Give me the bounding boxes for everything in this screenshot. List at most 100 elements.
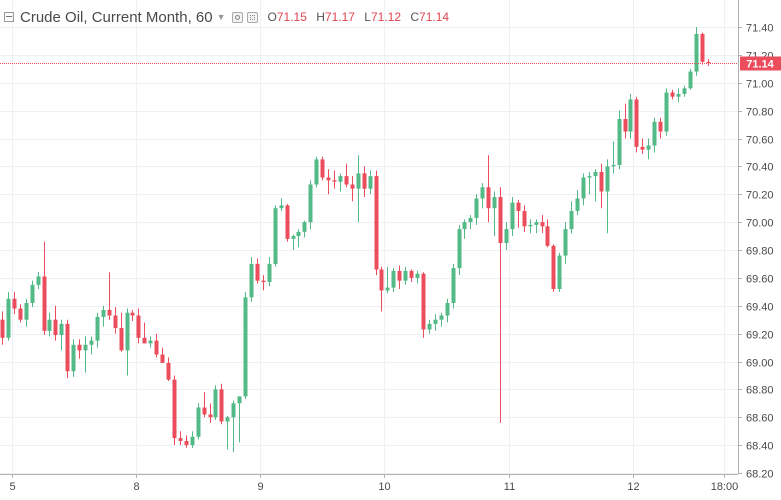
high-label: H xyxy=(316,10,325,24)
candle xyxy=(700,32,705,65)
candle xyxy=(89,336,94,355)
time-tick-label: 11 xyxy=(504,481,515,493)
ohlc-values: O71.15 H71.17 L71.12 C71.14 xyxy=(268,10,456,24)
candle xyxy=(30,280,35,308)
candle xyxy=(261,275,266,291)
candle-body xyxy=(119,328,124,351)
candle-body xyxy=(172,379,177,439)
candle xyxy=(160,347,165,363)
candle-body xyxy=(504,229,509,244)
candle xyxy=(166,357,171,382)
candle xyxy=(421,272,426,338)
time-axis[interactable]: 5 8 9 10 11 12 18:00 xyxy=(9,474,738,493)
candle-body xyxy=(113,315,118,329)
candle-body xyxy=(71,344,76,372)
candle-body xyxy=(196,407,201,437)
candle xyxy=(593,169,598,202)
candle xyxy=(569,201,574,234)
price-tick-label: 70.00 xyxy=(746,218,774,230)
candle xyxy=(344,163,349,188)
candle xyxy=(0,311,5,345)
candle-body xyxy=(101,309,106,317)
open-label: O xyxy=(267,10,277,24)
candle xyxy=(243,291,248,400)
candle-body xyxy=(611,164,616,167)
price-tick-label: 70.20 xyxy=(746,190,774,202)
price-axis[interactable]: 71.4071.2071.0070.8070.6070.4070.2070.00… xyxy=(738,23,774,481)
candle-body xyxy=(397,270,402,281)
time-tick-label: 18:00 xyxy=(711,481,739,493)
candle xyxy=(652,117,657,153)
collapse-icon[interactable] xyxy=(4,12,14,22)
last-price-label-text: 71.14 xyxy=(746,59,774,71)
candle xyxy=(18,304,23,323)
candle-body xyxy=(528,224,533,227)
candle xyxy=(664,88,669,136)
candle xyxy=(480,183,485,209)
candle-body xyxy=(6,298,11,338)
candle-body xyxy=(296,231,301,237)
chevron-down-icon[interactable]: ▼ xyxy=(216,12,226,22)
candle-body xyxy=(136,315,141,338)
candle-body xyxy=(421,273,426,330)
time-tick-label: 9 xyxy=(257,481,263,493)
candle-body xyxy=(148,340,153,344)
candle-body xyxy=(593,171,598,177)
eye-icon[interactable] xyxy=(231,11,243,23)
candle-body xyxy=(468,217,473,223)
candle xyxy=(314,156,319,188)
candle xyxy=(676,88,681,103)
candle xyxy=(391,268,396,292)
high-value: 71.17 xyxy=(324,10,355,24)
candle xyxy=(190,431,195,448)
candle xyxy=(611,141,616,174)
candle xyxy=(439,312,444,327)
candle-body xyxy=(439,315,444,320)
series-legend[interactable]: Crude Oil, Current Month, 60 ▼ O71.15 H7… xyxy=(4,6,455,28)
candle xyxy=(71,339,76,377)
candle xyxy=(208,403,213,423)
candle xyxy=(575,190,580,216)
candle-body xyxy=(492,197,497,209)
candle xyxy=(148,336,153,348)
price-tick-label: 69.80 xyxy=(746,246,774,258)
candle xyxy=(457,224,462,276)
candle xyxy=(267,256,272,287)
price-tick-label: 69.60 xyxy=(746,274,774,286)
candle xyxy=(504,222,509,250)
symbol-title[interactable]: Crude Oil, Current Month, 60 xyxy=(20,8,213,26)
candle-body xyxy=(670,92,675,97)
candle-body xyxy=(231,403,236,418)
candle xyxy=(451,263,456,309)
candle-body xyxy=(374,176,379,270)
candle-body xyxy=(273,208,278,264)
candle xyxy=(255,258,260,284)
candle-body xyxy=(569,210,574,230)
candle-body xyxy=(640,146,645,150)
candle xyxy=(628,93,633,139)
candle-body xyxy=(658,121,663,132)
candle-body xyxy=(338,176,343,182)
candle xyxy=(6,291,11,341)
candle xyxy=(433,314,438,331)
candle-body xyxy=(237,396,242,404)
candle xyxy=(534,219,539,234)
candle xyxy=(385,266,390,294)
candle xyxy=(332,170,337,189)
candle xyxy=(528,219,533,234)
last-price-label: 71.14 xyxy=(740,56,781,71)
candle-body xyxy=(190,436,195,446)
price-tick-label: 68.20 xyxy=(746,469,774,481)
candle-body xyxy=(18,308,23,320)
candle-body xyxy=(154,340,159,355)
candle-body xyxy=(664,92,669,132)
price-tick-label: 69.20 xyxy=(746,330,774,342)
candle-body xyxy=(587,176,592,178)
time-tick-label: 8 xyxy=(133,481,139,493)
candle-body xyxy=(474,198,479,218)
candle-body xyxy=(332,180,337,182)
candle-body xyxy=(326,177,331,181)
settings-icon[interactable] xyxy=(246,11,258,23)
